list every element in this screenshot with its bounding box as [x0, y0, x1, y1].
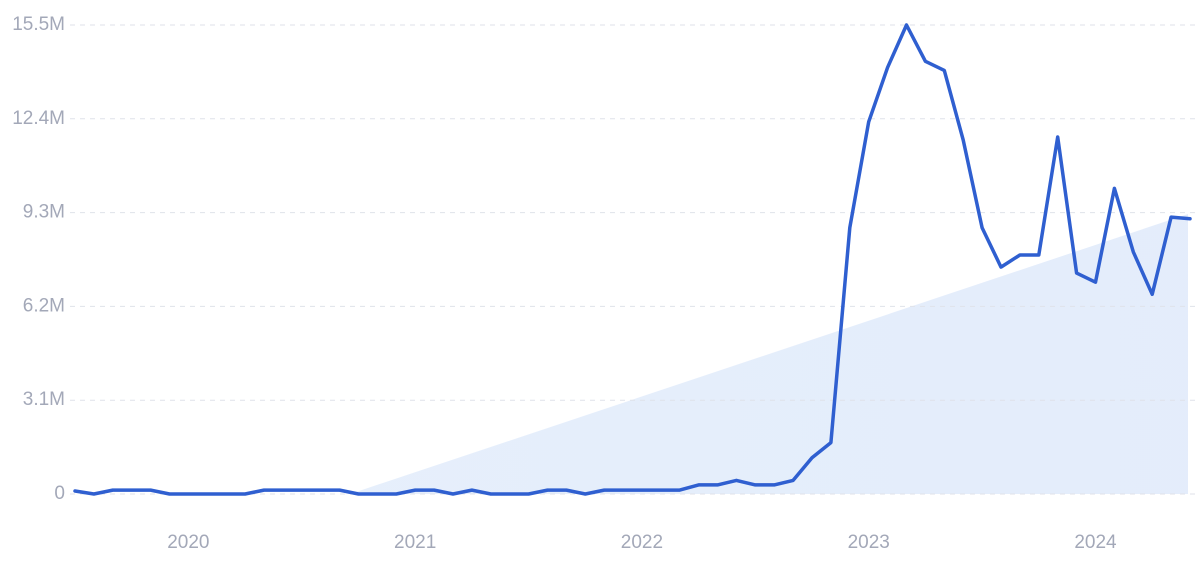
y-tick-label: 15.5M	[12, 14, 65, 35]
y-tick-label: 9.3M	[23, 202, 65, 223]
trend-area	[350, 214, 1188, 494]
y-tick-label: 6.2M	[23, 295, 65, 316]
x-tick-label: 2023	[848, 532, 890, 553]
y-tick-label: 0	[54, 483, 65, 504]
x-tick-label: 2024	[1074, 532, 1117, 553]
y-tick-label: 3.1M	[23, 389, 65, 410]
x-tick-label: 2020	[167, 532, 209, 553]
line	[73, 23, 1192, 496]
x-tick-label: 2021	[394, 532, 436, 553]
y-tick-label: 12.4M	[12, 108, 65, 129]
x-tick-label: 2022	[621, 532, 663, 553]
